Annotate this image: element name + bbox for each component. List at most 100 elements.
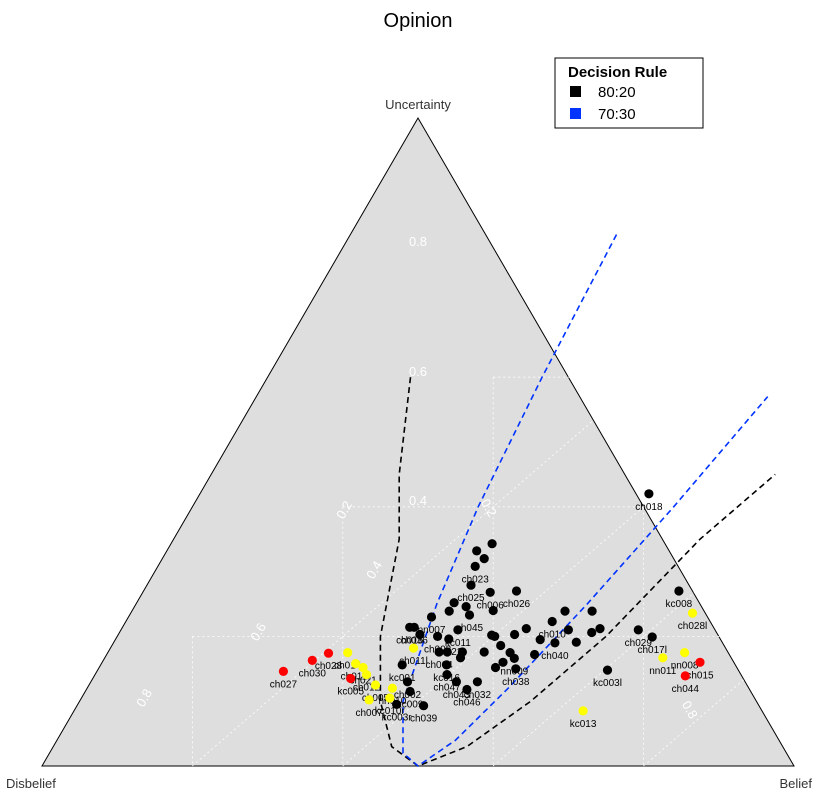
point-ch012l <box>415 629 425 640</box>
tick-label-uncertainty: 0.4 <box>409 493 427 508</box>
point-label-ch025: ch025 <box>457 593 485 604</box>
chart-title: Opinion <box>384 10 453 32</box>
point-kc002 <box>490 662 501 673</box>
point-ch041 <box>442 647 452 657</box>
point-kc005 <box>346 673 356 684</box>
point-ch044 <box>680 671 690 681</box>
point-ch003 <box>433 631 443 642</box>
point-label-ch027: ch027 <box>270 679 298 690</box>
point-nn011 <box>658 653 668 663</box>
point-label-kc010r: kc010r <box>375 706 406 717</box>
point-label-ch015: ch015 <box>686 670 714 681</box>
vertex-label-disbelief: Disbelief <box>6 776 56 791</box>
point-ch013 <box>487 539 497 549</box>
point-ch016 <box>405 622 415 632</box>
point-kc003l <box>602 665 613 675</box>
point-ch032 <box>472 677 482 687</box>
point-ch011l <box>408 643 419 653</box>
point-kc008 <box>674 586 684 596</box>
point-ch017 <box>521 624 531 634</box>
point-label-ch047: ch047 <box>433 683 461 694</box>
point-label-nn007: nn007 <box>418 625 446 636</box>
point-label-ch036: ch036 <box>401 635 429 646</box>
point-kc016 <box>442 660 452 670</box>
point-label-kc008: kc008 <box>666 599 693 610</box>
point-label-ch043: ch043 <box>443 690 471 701</box>
point-kc004l <box>530 649 540 660</box>
data-points <box>278 489 705 716</box>
point-ch042 <box>490 631 500 642</box>
point-label-ch032: ch032 <box>464 690 492 701</box>
point-ch001 <box>472 546 482 556</box>
point-kc003r <box>392 699 402 710</box>
point-label-ch018: ch018 <box>635 502 663 513</box>
point-label-ch021: ch021 <box>349 676 377 687</box>
point-ch046 <box>462 684 472 695</box>
point-ch039 <box>419 701 429 711</box>
point-kc009 <box>405 686 415 697</box>
point-label-nn010: nn010 <box>378 696 406 707</box>
point-ch045 <box>464 610 475 620</box>
curve-80-20 <box>379 377 776 767</box>
tick-label-uncertainty: 0.8 <box>409 234 427 249</box>
point-label-ch046: ch046 <box>453 698 481 709</box>
point-ch047 <box>442 670 452 680</box>
point-ch010r <box>509 629 520 640</box>
point-kc001 <box>397 660 407 670</box>
point-ch034 <box>571 637 581 647</box>
point-ch006 <box>485 587 495 597</box>
point-label-ch004: ch004 <box>425 660 453 671</box>
grid-line <box>342 376 795 767</box>
point-ch017l <box>647 632 657 642</box>
point-label-ch010: ch010 <box>539 630 567 641</box>
point-ch012 <box>361 670 372 680</box>
point-ch011r <box>351 659 361 669</box>
point-ch040 <box>550 638 560 648</box>
point-label-kc009: kc009 <box>397 700 424 711</box>
point-ch028 <box>323 648 334 658</box>
point-label-kc001: kc001 <box>389 673 416 684</box>
point-label-ch026: ch026 <box>503 599 531 610</box>
point-ch018 <box>644 489 654 499</box>
point-label-ch039: ch039 <box>410 714 438 725</box>
point-ch014 <box>343 648 353 658</box>
point-ch024 <box>479 554 489 564</box>
point-label-ch029: ch029 <box>625 638 653 649</box>
point-ch004 <box>434 647 444 657</box>
point-label-ch044: ch044 <box>672 684 700 695</box>
point-label-ch014: ch014 <box>334 661 362 672</box>
point-nn010l <box>444 606 454 616</box>
point-kc015 <box>479 647 489 657</box>
point-ch007 <box>364 695 374 705</box>
point-ch027 <box>278 666 288 677</box>
point-nn010 <box>387 683 397 693</box>
curve-70-30 <box>402 234 769 768</box>
point-ch030 <box>307 655 317 666</box>
point-ch023 <box>470 561 480 572</box>
point-ch002 <box>402 677 413 687</box>
point-label-ch011l: ch011l <box>399 656 428 667</box>
point-label-ch040: ch040 <box>541 651 569 662</box>
point-label-nn011: nn011 <box>649 666 677 677</box>
point-label-ch038: ch038 <box>502 677 530 688</box>
point-nn007 <box>426 612 437 622</box>
point-ch010 <box>547 616 557 627</box>
point-label-ch017l: ch017l <box>637 645 666 656</box>
point-ch008 <box>595 624 605 634</box>
point-ch021 <box>358 662 368 673</box>
point-ch009 <box>449 598 459 608</box>
legend: Decision Rule 80:20 70:30 <box>554 57 704 129</box>
point-kc013 <box>578 706 588 716</box>
point-ch025 <box>466 580 476 590</box>
point-ch033 <box>535 635 545 645</box>
point-label-ch005: ch005 <box>362 693 390 704</box>
point-nn005 <box>560 606 570 616</box>
point-ch048 <box>496 640 506 651</box>
legend-swatch-80-20 <box>570 86 581 97</box>
point-label-ch012: ch012 <box>353 683 381 694</box>
point-label-kc013: kc013 <box>570 719 597 730</box>
point-label-ch045: ch045 <box>456 623 484 634</box>
point-label-kc003l: kc003l <box>593 678 622 689</box>
point-label-ch011r: ch011r <box>341 672 372 683</box>
